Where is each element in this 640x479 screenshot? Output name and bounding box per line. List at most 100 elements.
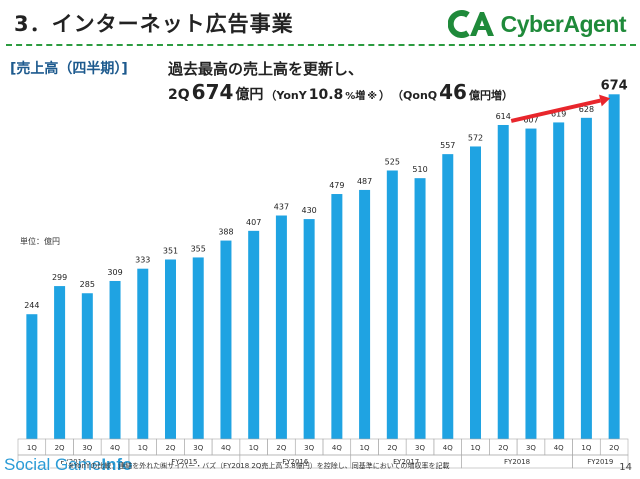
headline-quarter: 2Q [168, 87, 190, 103]
category-tick-label: 2Q [55, 444, 65, 452]
category-tick-label: 4Q [554, 444, 564, 452]
bar [414, 178, 426, 439]
category-tick-label: 3Q [415, 444, 425, 452]
bar [54, 286, 66, 439]
bar-value-label: 333 [135, 256, 150, 265]
bar-value-label: 244 [24, 301, 39, 310]
category-tick-label: 2Q [498, 444, 508, 452]
bar-value-label: 572 [468, 133, 483, 142]
bar [303, 219, 315, 439]
fiscal-year-label: FY2015 [171, 458, 197, 466]
fiscal-year-cell [572, 454, 629, 469]
category-tick-label: 3Q [304, 444, 314, 452]
bar [109, 280, 121, 439]
bar-value-label: 299 [52, 273, 67, 282]
bar [26, 314, 38, 439]
bar [220, 240, 232, 439]
bar [608, 94, 620, 439]
bar [470, 146, 481, 439]
category-tick-label: 2Q [276, 444, 286, 452]
bar-value-label: 437 [274, 203, 289, 212]
unit-label: 単位：億円 [20, 237, 60, 246]
watermark: Social GameInfo [4, 455, 132, 475]
bar-value-label: 614 [496, 112, 511, 121]
bar [137, 268, 149, 439]
headline-qoq-suffix: 億円増） [468, 89, 513, 102]
category-tick-label: 4Q [443, 444, 453, 452]
bar-value-label: 487 [357, 177, 372, 186]
trend-arrowhead [599, 94, 611, 107]
bar [192, 257, 204, 439]
bar [275, 215, 287, 439]
bar-value-label: 525 [385, 158, 400, 167]
title-divider [6, 44, 636, 46]
category-tick-label: 2Q [609, 444, 619, 452]
bar [165, 259, 176, 439]
bar [497, 124, 509, 440]
headline-unit: 億円 [235, 87, 264, 103]
headline-yoy-open: （YonY [265, 89, 307, 102]
bar [331, 194, 343, 439]
headline-line1: 過去最高の売上高を更新し、 [168, 60, 364, 78]
headline-yoy-suffix: %増 [345, 91, 366, 102]
headline-note-mark: ※ [367, 91, 378, 102]
bar [580, 117, 592, 439]
bar-value-label: 628 [579, 105, 594, 114]
footnote: ※YonYの比較：連結を外れた㈱サイバー・バズ（FY2018 2Q売上高 5.8… [68, 462, 450, 470]
bar-value-label: 285 [80, 280, 95, 289]
bar-value-label: 619 [551, 109, 566, 118]
bar-value-label: 674 [601, 78, 628, 93]
bar [81, 293, 93, 439]
bar [525, 128, 537, 439]
bar-value-label: 510 [412, 165, 427, 174]
category-tick-label: 4Q [110, 444, 120, 452]
headline-yoy-value: 10.8 [308, 87, 344, 103]
category-tick-label: 1Q [471, 444, 481, 452]
headline-qoq-open: （QonQ [392, 89, 438, 102]
bar [248, 230, 260, 439]
bar [359, 189, 371, 439]
cyberagent-logo-icon [447, 10, 494, 38]
bar-value-label: 479 [329, 181, 344, 190]
category-tick-label: 2Q [166, 444, 176, 452]
section-label: [売上高（四半期）] [10, 61, 128, 77]
bar-value-label: 557 [440, 141, 455, 150]
category-tick-label: 1Q [360, 444, 370, 452]
watermark-text: Social Game [4, 455, 102, 474]
fiscal-year-label: FY2019 [587, 458, 613, 466]
fiscal-year-label: FY2018 [504, 458, 530, 466]
bar-value-label: 407 [246, 218, 261, 227]
category-tick-label: 4Q [221, 444, 231, 452]
page-number: 14 [619, 462, 632, 473]
slide-title: 3．インターネット広告事業 [14, 12, 294, 36]
headline-value: 674 [191, 80, 234, 104]
bar [553, 122, 565, 439]
fiscal-year-label: FY2016 [282, 458, 309, 466]
category-tick-label: 1Q [27, 444, 37, 452]
category-tick-label: 1Q [249, 444, 259, 452]
bar-value-label: 430 [301, 206, 316, 215]
headline-qoq-value: 46 [439, 80, 467, 104]
bar-value-label: 309 [107, 268, 122, 277]
bar-value-label: 388 [218, 228, 233, 237]
category-tick-label: 3Q [526, 444, 536, 452]
bar-value-label: 351 [163, 246, 178, 255]
headline-yoy-close: ） [379, 89, 391, 102]
bar [386, 170, 398, 439]
trend-arrow-line [510, 98, 601, 123]
fiscal-year-label: FY2017 [393, 458, 419, 466]
bar [442, 154, 454, 440]
category-tick-label: 1Q [138, 444, 148, 452]
bar-value-label: 607 [523, 116, 538, 125]
category-tick-label: 3Q [193, 444, 203, 452]
category-tick-label: 3Q [82, 444, 92, 452]
bar-value-label: 355 [191, 244, 206, 253]
headline-line2: 2Q 674 億円 （YonY 10.8 %増 ※ ） （QonQ 46 億円増… [168, 80, 513, 104]
cyberagent-logo: CyberAgent [447, 8, 627, 40]
category-tick-label: 2Q [387, 444, 397, 452]
category-tick-label: 1Q [581, 444, 591, 452]
logo-text: CyberAgent [500, 10, 627, 37]
watermark-text-bold: Info [101, 455, 133, 474]
category-tick-label: 4Q [332, 444, 342, 452]
